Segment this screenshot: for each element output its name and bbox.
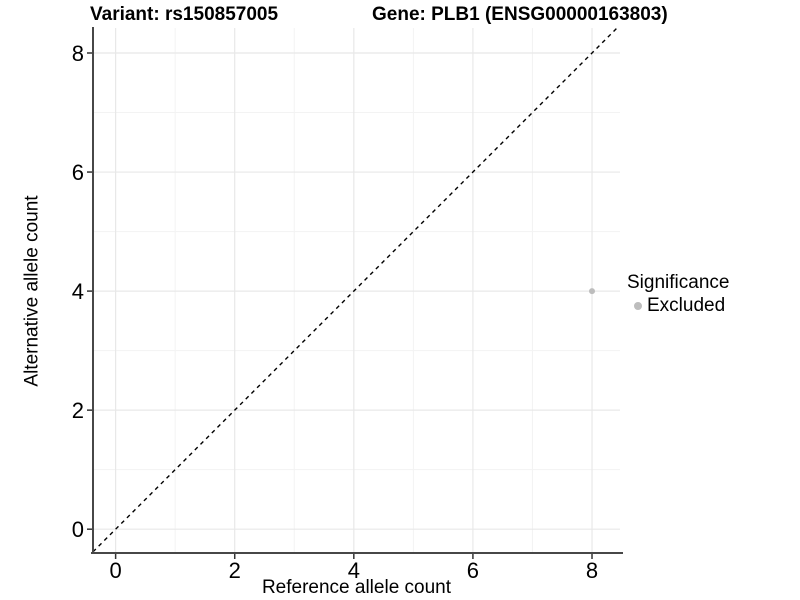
legend-item-label: Excluded [647,295,726,316]
x-axis-title: Reference allele count [261,577,452,598]
y-axis-title-wrap: Alternative allele count [18,28,48,553]
y-tick-label: 0 [72,517,84,542]
x-tick-label: 4 [348,558,360,583]
legend-marker-circle-icon [634,302,642,310]
legend-item-excluded: Excluded [634,295,729,317]
y-axis-title: Alternative allele count [22,194,44,387]
x-tick-label: 0 [110,558,122,583]
identity-line [92,27,618,553]
legend: Significance Excluded [627,272,729,317]
y-tick-label: 2 [72,398,84,423]
legend-title: Significance [627,272,730,293]
x-tick-label: 6 [467,558,479,583]
plot-title-variant: Variant: rs150857005 [90,4,279,25]
y-tick-label: 4 [72,279,84,304]
y-tick-label: 8 [72,41,84,66]
data-point [589,288,596,295]
x-tick-label: 2 [229,558,241,583]
x-tick-label: 8 [586,558,598,583]
plot-title-gene: Gene: PLB1 (ENSG00000163803) [372,4,668,25]
y-tick-label: 6 [72,160,84,185]
